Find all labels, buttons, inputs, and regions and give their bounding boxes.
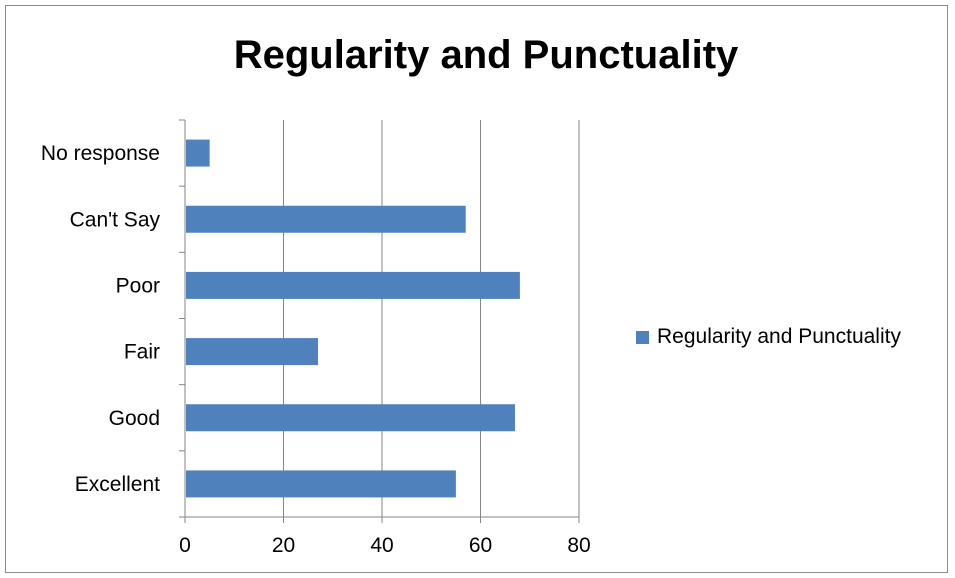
y-category-label: Poor: [116, 274, 160, 297]
y-category-label: Fair: [124, 341, 160, 364]
legend-swatch: [636, 330, 649, 344]
x-tick-label: 0: [179, 534, 191, 557]
x-tick-label: 80: [567, 534, 590, 557]
bar: [186, 338, 318, 366]
bar: [186, 205, 466, 233]
bar: [186, 139, 210, 167]
y-category-label: Can't Say: [70, 208, 161, 231]
y-category-label: Excellent: [75, 473, 160, 496]
bar: [186, 470, 456, 498]
y-category-label: No response: [41, 142, 160, 165]
bar: [186, 404, 515, 432]
y-category-label: Good: [109, 407, 160, 430]
legend-label: Regularity and Punctuality: [657, 325, 901, 348]
legend: Regularity and Punctuality: [636, 325, 901, 349]
bar: [186, 271, 520, 299]
chart-title: Regularity and Punctuality: [233, 33, 739, 77]
x-tick-label: 20: [272, 534, 295, 557]
x-tick-label: 60: [469, 534, 492, 557]
x-tick-label: 40: [370, 534, 393, 557]
